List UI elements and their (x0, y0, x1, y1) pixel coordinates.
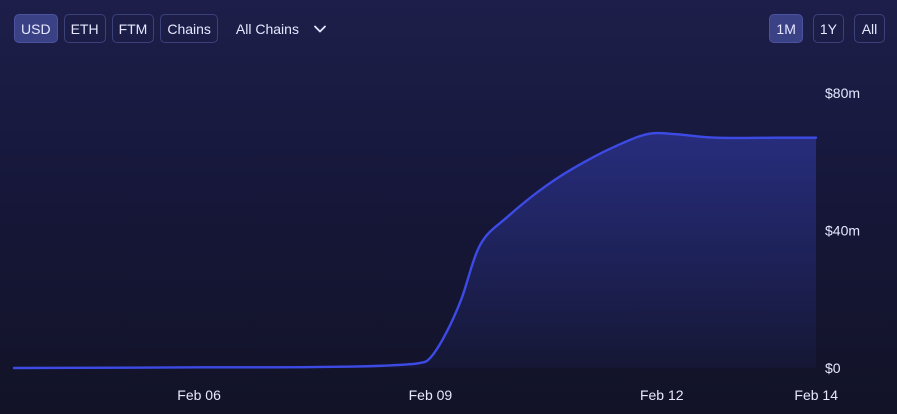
x-tick-label: Feb 12 (640, 387, 684, 403)
series-area (14, 133, 816, 368)
x-tick-label: Feb 14 (794, 387, 838, 403)
x-tick-label: Feb 09 (409, 387, 453, 403)
x-tick-label: Feb 06 (177, 387, 221, 403)
x-axis: Feb 06 Feb 09 Feb 12 Feb 14 (177, 387, 838, 403)
y-tick-label: $40m (825, 223, 860, 239)
y-axis: $0 $40m $80m (825, 85, 860, 376)
y-tick-label: $80m (825, 85, 860, 101)
y-tick-label: $0 (825, 360, 841, 376)
